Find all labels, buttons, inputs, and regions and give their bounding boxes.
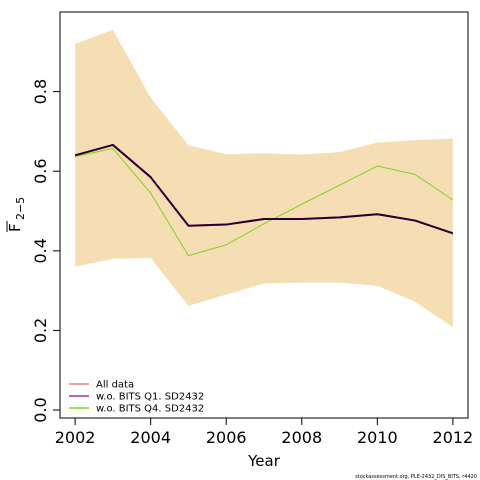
confidence-band [75,29,453,328]
y-tick-label: 0.2 [31,318,50,343]
y-axis-title: F 2−5 [6,197,27,232]
legend-label: w.o. BITS Q1. SD2432 [96,392,204,403]
y-tick-label: 0.8 [31,79,50,104]
x-tick-label: 2006 [206,428,247,447]
x-tick-label: 2012 [433,428,474,447]
y-axis: 0.0 0.2 0.4 0.6 0.8 [31,79,60,423]
y-tick-label: 0.0 [31,397,50,422]
x-axis: 2002 2004 2006 2008 2010 2012 [55,418,473,447]
y-tick-label: 0.6 [31,158,50,183]
x-tick-label: 2010 [357,428,398,447]
x-tick-label: 2004 [130,428,171,447]
series-line-3 [75,148,454,257]
x-tick-label: 2008 [281,428,322,447]
y-axis-title-subscript: 2−5 [14,197,27,220]
x-tick-label: 2002 [55,428,96,447]
series-lines [74,143,454,257]
x-axis-title: Year [247,452,281,470]
footnote: stockassessment.org, PLE-2432_DIS_BITS, … [355,474,477,480]
y-axis-title-symbol: F [6,223,24,232]
series-line-2 [74,143,454,235]
legend-label: All data [96,380,134,391]
legend-label: w.o. BITS Q4. SD2432 [96,404,204,415]
plot-frame [59,11,469,419]
y-tick-label: 0.4 [31,238,50,263]
